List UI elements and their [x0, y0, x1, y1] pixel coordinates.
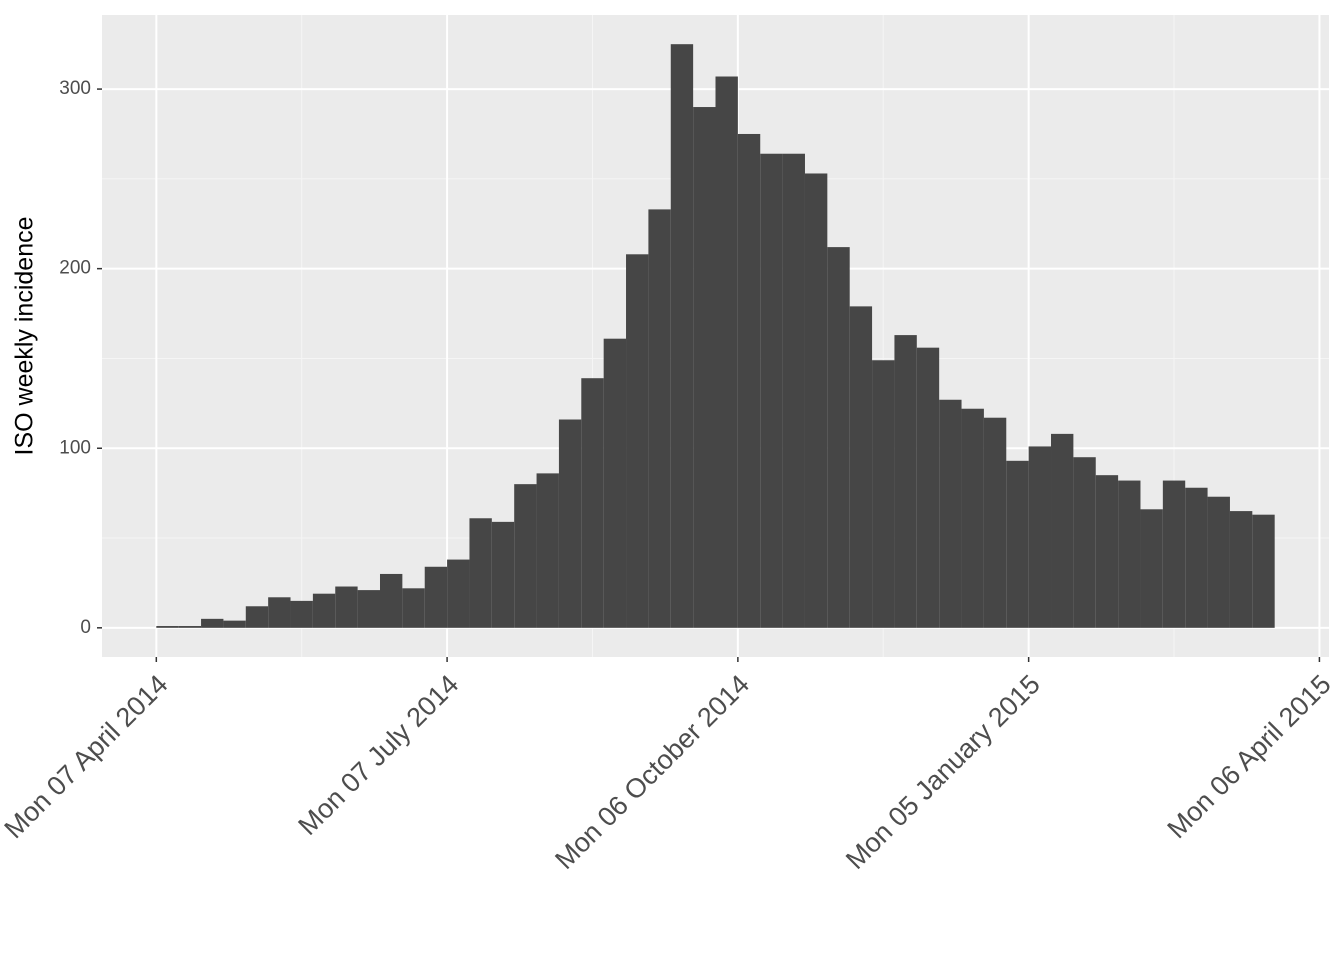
bar	[223, 620, 246, 628]
bar	[312, 593, 336, 628]
y-axis-title: ISO weekly incidence	[11, 216, 39, 455]
bar	[715, 76, 738, 628]
bar	[1118, 480, 1141, 628]
bar	[1095, 475, 1119, 628]
bar	[983, 417, 1007, 628]
x-tick-label: Mon 06 October 2014	[549, 669, 755, 875]
x-tick-label: Mon 05 January 2015	[840, 669, 1046, 875]
bar	[827, 247, 850, 628]
y-tick-label: 300	[59, 78, 91, 99]
x-tick-label: Mon 07 April 2014	[0, 669, 174, 844]
bar	[290, 600, 313, 628]
bar	[760, 153, 783, 628]
bar	[737, 133, 761, 628]
bar	[178, 626, 202, 628]
bar	[670, 44, 694, 628]
bar	[1006, 460, 1029, 628]
x-tick-label: Mon 07 July 2014	[292, 669, 464, 841]
bar	[402, 588, 425, 628]
bar	[603, 338, 627, 628]
bar	[1051, 433, 1074, 628]
bar	[268, 597, 291, 628]
bar	[1229, 511, 1253, 628]
bar	[648, 209, 671, 628]
bar	[1207, 496, 1230, 628]
bar	[916, 347, 940, 628]
bar	[245, 606, 269, 628]
bar	[961, 408, 984, 628]
bar	[939, 399, 962, 628]
bar	[782, 153, 805, 628]
bar	[201, 618, 224, 628]
bar	[849, 306, 873, 628]
x-tick-label: Mon 06 April 2015	[1162, 669, 1337, 844]
bar	[1073, 457, 1096, 628]
bar	[1028, 446, 1052, 628]
y-tick-label: 100	[59, 437, 91, 458]
bar	[1162, 480, 1186, 628]
bar	[1252, 514, 1275, 628]
bar	[379, 573, 403, 628]
bar	[514, 484, 537, 628]
bar	[335, 586, 358, 628]
bar	[536, 473, 559, 628]
bar	[156, 626, 179, 628]
bar	[1185, 487, 1208, 628]
bar	[626, 254, 649, 628]
y-tick-label: 200	[59, 258, 91, 279]
bar	[424, 566, 448, 628]
bar	[894, 335, 917, 628]
bar	[447, 559, 470, 628]
bar	[581, 378, 604, 628]
bar	[872, 360, 895, 628]
bar	[558, 419, 582, 628]
bar	[357, 590, 380, 628]
bar	[804, 173, 828, 628]
bar	[693, 107, 716, 628]
y-tick-label: 0	[80, 617, 91, 638]
bar	[491, 521, 515, 628]
bar	[469, 518, 492, 628]
bar	[1140, 509, 1163, 628]
